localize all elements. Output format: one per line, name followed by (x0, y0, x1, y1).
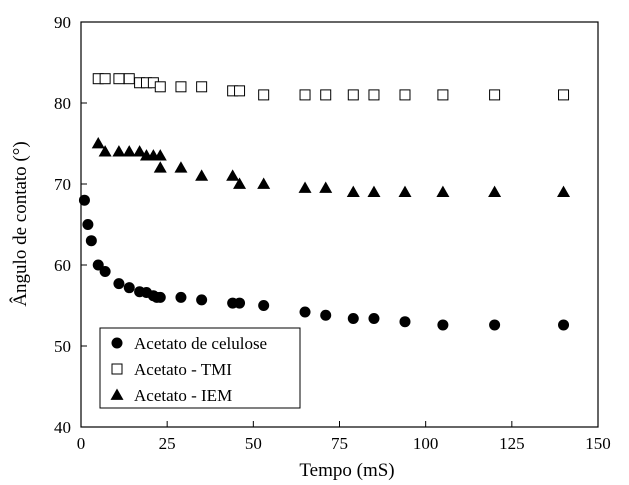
data-point (174, 161, 188, 173)
y-tick-label: 80 (54, 94, 71, 113)
data-point (91, 137, 105, 149)
x-tick-label: 100 (413, 434, 439, 453)
data-point (258, 300, 270, 311)
data-point (319, 181, 333, 193)
legend-marker (111, 363, 123, 375)
data-point (558, 319, 570, 331)
y-tick-label: 60 (54, 256, 71, 275)
data-point (398, 185, 412, 197)
legend-marker (110, 388, 124, 400)
data-point (99, 73, 111, 85)
axis-ticks: 0 25 50 75 100 125 150 40 50 60 70 80 90 (54, 13, 611, 453)
y-tick-label: 70 (54, 175, 71, 194)
data-point (320, 89, 332, 101)
series-2-points (91, 137, 571, 197)
data-point (489, 319, 501, 331)
data-point (122, 145, 136, 157)
data-point (78, 194, 90, 206)
data-point (82, 219, 94, 230)
data-point (133, 145, 147, 157)
data-point (557, 185, 571, 197)
data-point (558, 89, 570, 101)
data-point (234, 85, 246, 97)
data-point (113, 73, 125, 85)
x-tick-label: 150 (585, 434, 611, 453)
data-point (234, 297, 246, 309)
x-tick-label: 125 (499, 434, 525, 453)
data-point (99, 265, 111, 277)
legend-label: Acetato - TMI (134, 360, 232, 379)
y-tick-label: 90 (54, 13, 71, 32)
x-tick-label: 0 (77, 434, 86, 453)
data-point (298, 181, 312, 193)
y-tick-label: 40 (54, 418, 71, 437)
legend-box (99, 327, 301, 409)
data-point (488, 185, 502, 197)
x-axis-title: Tempo (mS) (299, 460, 394, 481)
legend-label: Acetato de celulose (134, 334, 267, 353)
data-point (368, 89, 380, 101)
legend: Acetato de celulose Acetato - TMI Acetato … (99, 327, 301, 409)
data-point (436, 185, 450, 197)
data-point (153, 161, 167, 173)
data-point (226, 169, 240, 181)
data-point (367, 185, 381, 197)
data-point (113, 278, 125, 290)
x-tick-label: 50 (245, 434, 262, 453)
data-point (175, 291, 187, 303)
data-point (112, 145, 126, 157)
series-0-points (78, 194, 570, 331)
x-tick-label: 25 (159, 434, 176, 453)
data-point (233, 177, 247, 189)
data-point (98, 145, 112, 157)
data-point (299, 89, 311, 101)
data-point (153, 149, 167, 161)
legend-label: Acetato - IEM (134, 386, 232, 405)
data-point (175, 81, 187, 93)
data-point (257, 177, 271, 189)
data-point (196, 81, 208, 93)
data-point (299, 306, 311, 318)
data-point (320, 309, 332, 321)
data-point (437, 89, 449, 101)
data-point (154, 291, 166, 303)
data-point (92, 259, 104, 271)
data-point (123, 282, 135, 294)
data-point (85, 235, 97, 247)
data-point (258, 89, 270, 101)
data-point (368, 312, 380, 324)
legend-marker (111, 337, 123, 349)
data-point (195, 169, 209, 181)
data-point (154, 81, 166, 93)
data-point (347, 312, 359, 324)
data-point (346, 185, 360, 197)
data-point (196, 294, 208, 306)
data-point (489, 89, 501, 101)
data-point (123, 73, 135, 85)
y-axis-title: Ângulo de contato (°) (9, 141, 31, 306)
data-point (347, 89, 359, 101)
series-1-points (92, 73, 570, 101)
data-point (399, 316, 411, 328)
data-point (437, 319, 449, 331)
y-tick-label: 50 (54, 337, 71, 356)
x-tick-label: 75 (331, 434, 348, 453)
data-point (399, 89, 411, 101)
data-points (78, 73, 571, 331)
